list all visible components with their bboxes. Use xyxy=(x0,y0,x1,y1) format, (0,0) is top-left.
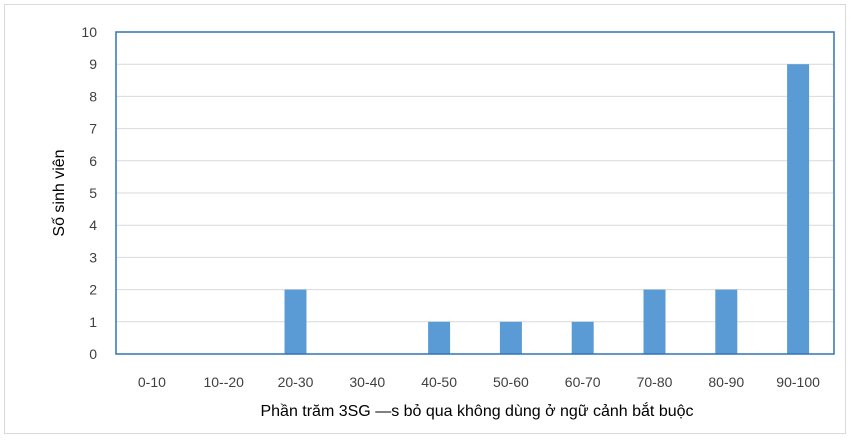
y-tick-label: 1 xyxy=(89,314,97,330)
x-axis-title: Phần trăm 3SG —s bỏ qua không dùng ở ngữ… xyxy=(260,401,693,420)
y-tick-label: 2 xyxy=(89,282,97,298)
bar-60-70 xyxy=(571,321,594,354)
bar-50-60 xyxy=(499,321,522,354)
y-tick-label: 10 xyxy=(81,24,97,40)
y-tick-label: 0 xyxy=(89,346,97,362)
y-tick-labels: 0 1 2 3 4 5 6 7 8 9 10 xyxy=(81,24,97,362)
y-tick-label: 8 xyxy=(89,88,97,104)
x-tick-label: 40-50 xyxy=(421,374,457,390)
x-tick-label: 70-80 xyxy=(637,374,673,390)
y-tick-label: 3 xyxy=(89,249,97,265)
x-tick-label: 20-30 xyxy=(278,374,314,390)
x-tick-labels: 0-10 10--20 20-30 30-40 40-50 50-60 60-70 70-80… xyxy=(138,374,820,390)
x-tick-label: 50-60 xyxy=(493,374,529,390)
bar-20-30 xyxy=(284,289,307,354)
bar-80-90 xyxy=(715,289,738,354)
plot-area-border xyxy=(115,31,835,355)
x-tick-label: 80-90 xyxy=(708,374,744,390)
bars xyxy=(284,64,810,354)
y-axis-title: Số sinh viên xyxy=(51,149,68,236)
bar-90-100 xyxy=(787,64,810,354)
chart-frame xyxy=(4,4,846,434)
x-tick-label: 30-40 xyxy=(349,374,385,390)
x-tick-label: 10--20 xyxy=(203,374,244,390)
x-tick-label: 0-10 xyxy=(138,374,166,390)
y-tick-label: 6 xyxy=(89,153,97,169)
x-tick-label: 60-70 xyxy=(565,374,601,390)
x-tick-label: 90-100 xyxy=(776,374,820,390)
y-tick-label: 4 xyxy=(89,217,97,233)
y-tick-label: 7 xyxy=(89,121,97,137)
bar-70-80 xyxy=(643,289,666,354)
bar-40-50 xyxy=(428,321,451,354)
y-tick-label: 5 xyxy=(89,185,97,201)
y-tick-label: 9 xyxy=(89,56,97,72)
